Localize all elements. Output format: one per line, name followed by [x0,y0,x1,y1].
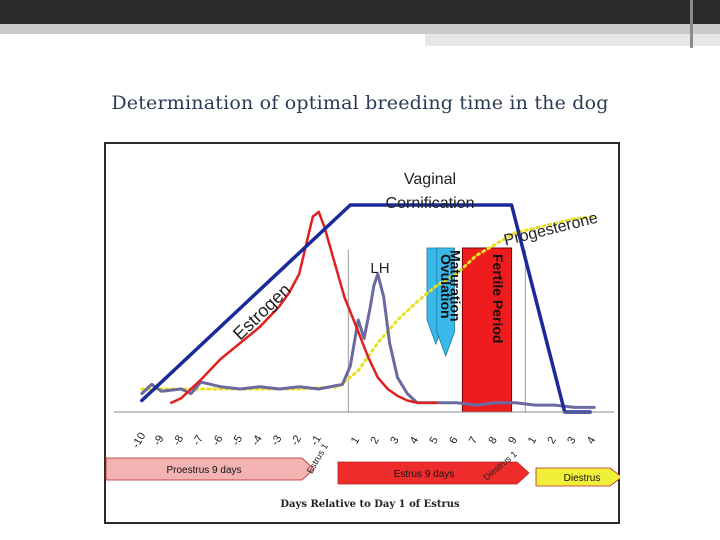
series-estrogen [170,210,439,405]
x-tick-label: 3 [388,435,401,446]
header-stripe [0,24,720,34]
label-ovulation: Ovulation [438,254,454,319]
x-tick-label: 4 [408,435,421,446]
band-maturation [436,247,455,358]
phase-label-proestrus: Proestrus 9 days [166,465,241,476]
phase-label-estrus: Estrus 9 days [394,469,455,480]
x-tick-label: 6 [447,435,460,446]
breeding-chart: VaginalCornificationProgesteroneLHEstrog… [104,142,620,524]
phase-arrow-diestrus [535,467,620,487]
label-maturation: Maturation [448,250,464,322]
x-tick-label: 9 [506,435,519,446]
label-vaginal: Vaginal [404,171,456,188]
band-fertile-period [461,247,513,413]
header-bar [0,0,720,24]
phase-arrow-estrus [337,461,530,485]
x-axis-label: Days Relative to Day 1 of Estrus [280,499,460,510]
phase-label-diestrus: Diestrus [564,473,601,484]
x-tick-label: 1 [526,435,539,446]
x-tick-label: 1 [349,435,362,446]
label-lh: LH [370,260,389,277]
header-divider [690,0,693,48]
x-tick-label: 2 [369,435,382,446]
series-lh [140,272,596,409]
x-tick-label: 3 [565,435,578,446]
phase-arrow-proestrus [105,457,315,481]
x-tick-label: 2 [546,435,559,446]
x-tick-label: 4 [585,435,598,446]
label-cornification: Cornification [386,195,475,212]
label-fertile-period: Fertile Period [490,254,506,343]
header-stripe-accent [425,34,720,46]
slide-title: Determination of optimal breeding time i… [111,92,609,114]
x-tick-label: 7 [467,435,480,446]
x-tick-label: 5 [428,435,441,446]
series-progesterone [140,215,596,391]
x-tick-label: 8 [487,435,500,446]
